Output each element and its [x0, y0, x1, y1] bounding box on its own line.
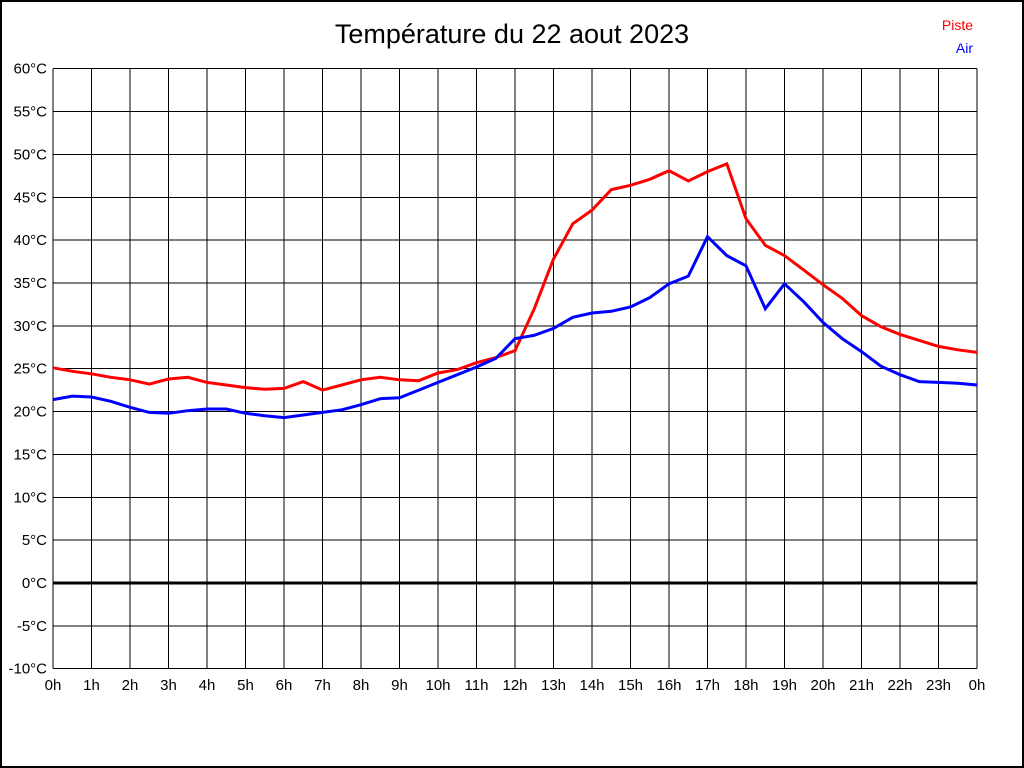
x-tick-label: 1h [83, 677, 100, 694]
y-tick-label: -5°C [17, 618, 47, 635]
x-axis-labels: 0h 1h 2h 3h 4h 5h 6h 7h 8h 9h 10h 11h 12h 13h 14h 15h 16… [45, 677, 986, 694]
legend-item-air: Air [955, 40, 973, 56]
y-tick-label: 35°C [13, 275, 47, 292]
x-tick-label: 16h [656, 677, 681, 694]
chart-title: Température du 22 aout 2023 [334, 19, 690, 49]
y-tick-label: 20°C [13, 404, 47, 421]
air-temperature-line [52, 234, 978, 420]
y-tick-label: 55°C [13, 104, 47, 121]
x-tick-label: 3h [160, 677, 177, 694]
y-tick-label: 5°C [22, 532, 47, 549]
y-tick-label: 0°C [22, 575, 47, 592]
x-tick-label: 18h [733, 677, 758, 694]
y-axis-labels: -10°C -5°C 0°C 5°C 10°C 15°C 20°C 25°C 30°C 35°C 4… [8, 61, 47, 678]
x-tick-label: 0h [969, 677, 986, 694]
x-tick-label: 17h [695, 677, 720, 694]
y-tick-label: 50°C [13, 146, 47, 163]
x-tick-label: 13h [541, 677, 566, 694]
x-tick-label: 22h [887, 677, 912, 694]
x-tick-label: 12h [502, 677, 527, 694]
x-tick-label: 11h [465, 677, 489, 694]
x-tick-label: 21h [849, 677, 874, 694]
x-tick-label: 14h [579, 677, 604, 694]
x-tick-label: 15h [618, 677, 643, 694]
x-tick-label: 20h [810, 677, 835, 694]
y-tick-label: 45°C [13, 189, 47, 206]
gridlines [52, 68, 978, 670]
x-tick-label: 9h [391, 677, 408, 694]
legend-item-piste: Piste [941, 17, 973, 33]
piste-temperature-line [52, 161, 978, 392]
x-tick-label: 0h [45, 677, 62, 694]
y-tick-label: 40°C [13, 232, 47, 249]
y-tick-label: 10°C [13, 489, 47, 506]
y-tick-label: 25°C [13, 361, 47, 378]
x-tick-label: 6h [276, 677, 293, 694]
x-tick-label: 23h [926, 677, 951, 694]
y-tick-label: 15°C [13, 446, 47, 463]
y-tick-label: 60°C [13, 61, 47, 78]
chart-legend: Piste Air [942, 14, 973, 60]
x-tick-label: 8h [353, 677, 370, 694]
x-tick-label: 4h [199, 677, 216, 694]
x-tick-label: 5h [237, 677, 254, 694]
y-tick-label: 30°C [13, 318, 47, 335]
y-tick-label: -10°C [8, 661, 47, 678]
x-tick-label: 19h [772, 677, 797, 694]
x-tick-label: 7h [314, 677, 331, 694]
x-tick-label: 2h [122, 677, 139, 694]
x-tick-label: 10h [425, 677, 450, 694]
